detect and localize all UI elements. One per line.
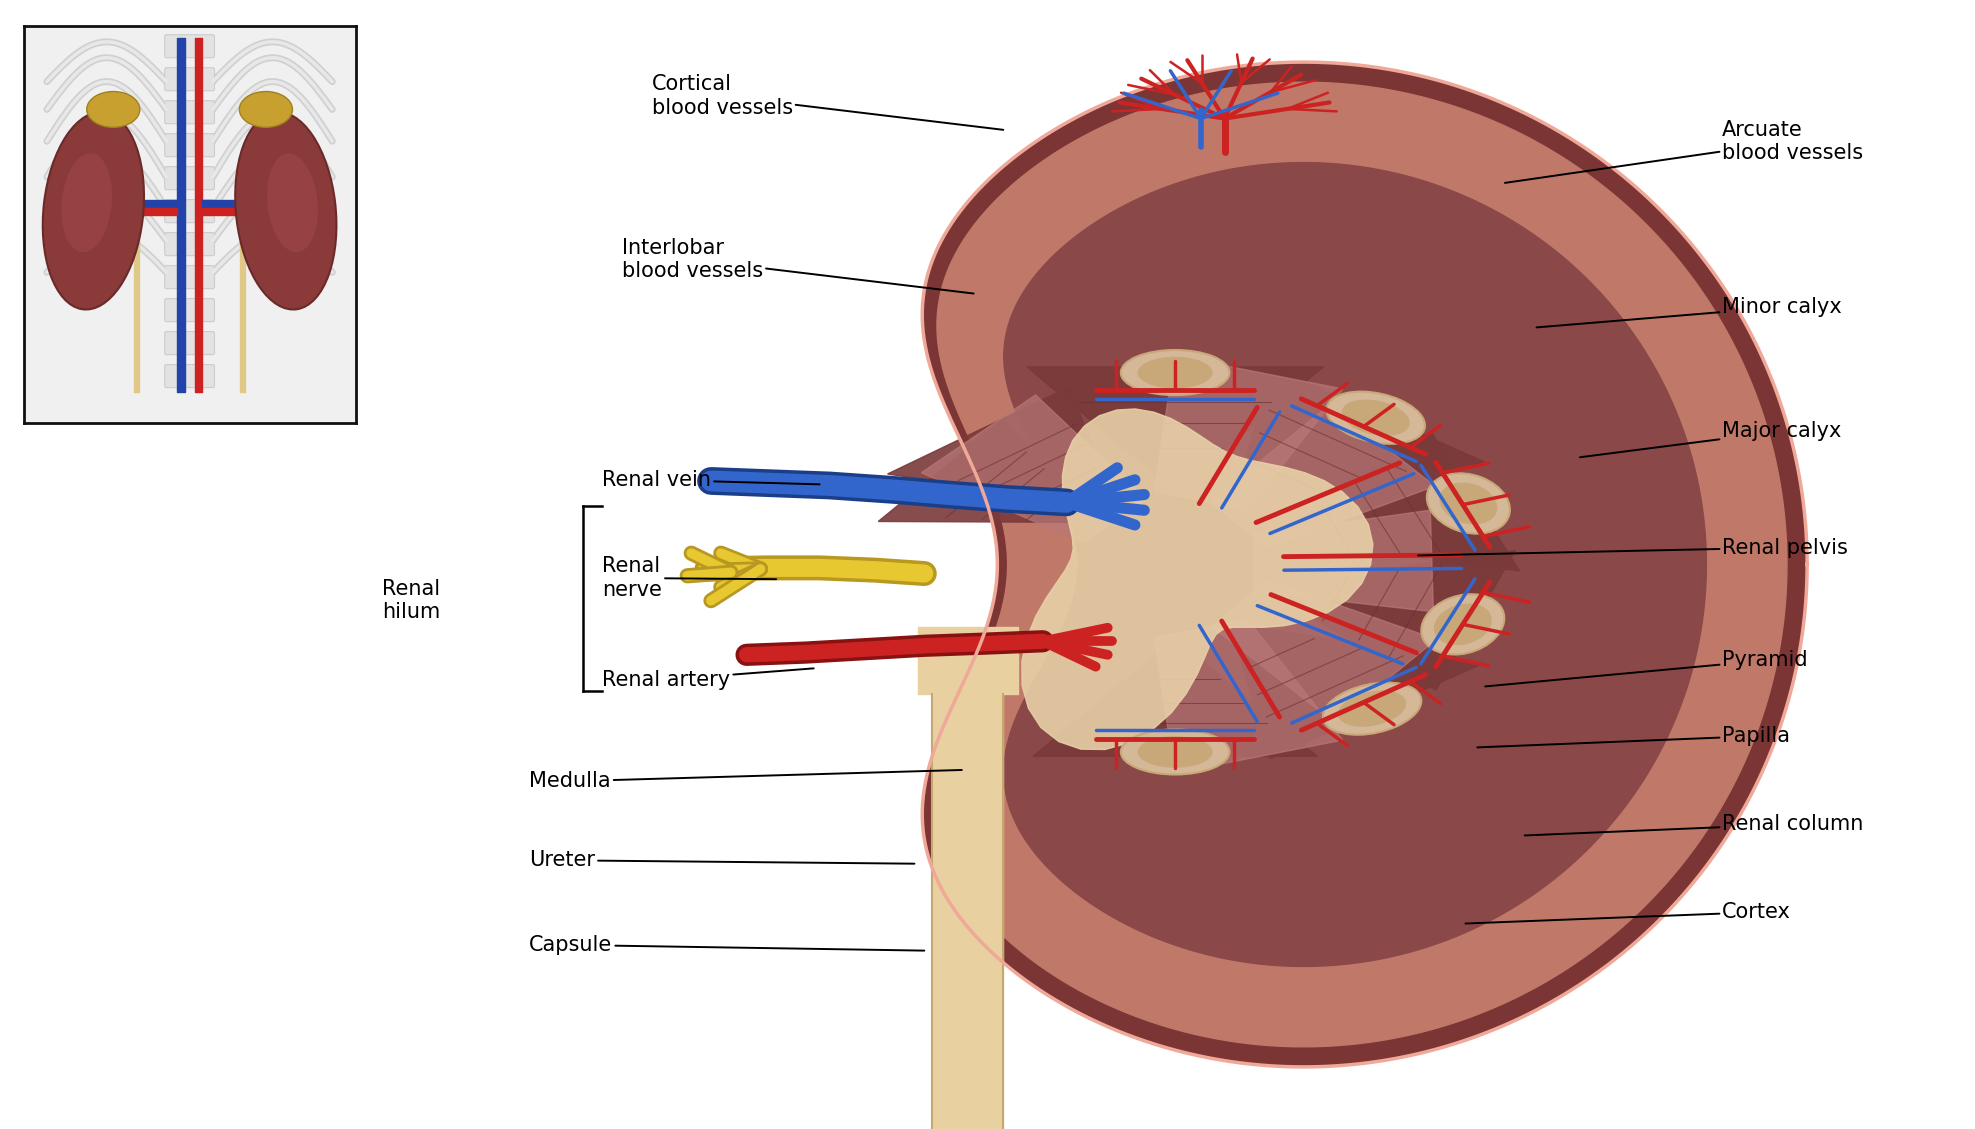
- FancyBboxPatch shape: [164, 265, 215, 289]
- Polygon shape: [1027, 367, 1323, 491]
- Ellipse shape: [1426, 473, 1509, 534]
- Ellipse shape: [239, 91, 292, 128]
- FancyBboxPatch shape: [164, 233, 215, 255]
- Polygon shape: [1260, 551, 1515, 690]
- Polygon shape: [879, 420, 1102, 523]
- Polygon shape: [936, 82, 1787, 1047]
- Ellipse shape: [1122, 350, 1228, 395]
- Text: Medulla: Medulla: [529, 770, 962, 791]
- Text: Major calyx: Major calyx: [1580, 421, 1841, 457]
- Text: Capsule: Capsule: [529, 935, 924, 955]
- Ellipse shape: [1323, 683, 1422, 735]
- Text: Renal column: Renal column: [1525, 814, 1864, 835]
- Ellipse shape: [61, 154, 113, 252]
- FancyBboxPatch shape: [164, 35, 215, 58]
- Text: Interlobar
blood vessels: Interlobar blood vessels: [622, 238, 974, 294]
- Text: Ureter: Ureter: [529, 850, 914, 870]
- FancyBboxPatch shape: [164, 167, 215, 190]
- Text: Cortex: Cortex: [1465, 902, 1791, 924]
- Ellipse shape: [267, 154, 318, 252]
- Text: Arcuate
blood vessels: Arcuate blood vessels: [1505, 120, 1862, 183]
- Ellipse shape: [1138, 357, 1213, 388]
- Ellipse shape: [235, 112, 336, 309]
- Polygon shape: [1211, 404, 1436, 548]
- Text: Renal
hilum: Renal hilum: [381, 579, 440, 622]
- Polygon shape: [1211, 580, 1436, 723]
- Ellipse shape: [1434, 604, 1491, 645]
- Ellipse shape: [87, 91, 140, 128]
- Ellipse shape: [1422, 594, 1505, 655]
- Polygon shape: [1153, 356, 1343, 509]
- Polygon shape: [1021, 409, 1373, 750]
- Text: Minor calyx: Minor calyx: [1537, 297, 1843, 327]
- Polygon shape: [1003, 163, 1706, 966]
- Ellipse shape: [1138, 736, 1213, 768]
- Ellipse shape: [43, 112, 144, 309]
- Polygon shape: [922, 62, 1807, 1067]
- Polygon shape: [1230, 368, 1485, 507]
- Polygon shape: [920, 395, 1146, 543]
- Ellipse shape: [1122, 729, 1228, 774]
- Polygon shape: [1230, 622, 1481, 759]
- Ellipse shape: [1341, 400, 1410, 436]
- Text: Renal artery: Renal artery: [602, 668, 814, 690]
- Polygon shape: [887, 387, 1118, 508]
- FancyBboxPatch shape: [164, 100, 215, 124]
- Text: Papilla: Papilla: [1477, 726, 1789, 747]
- Text: Renal
nerve: Renal nerve: [602, 557, 776, 599]
- Ellipse shape: [1327, 392, 1426, 444]
- Text: Renal vein: Renal vein: [602, 470, 820, 490]
- Polygon shape: [1258, 434, 1519, 571]
- Ellipse shape: [1337, 691, 1406, 727]
- Ellipse shape: [1440, 482, 1497, 524]
- Polygon shape: [1254, 510, 1434, 612]
- Polygon shape: [1153, 620, 1343, 773]
- FancyBboxPatch shape: [164, 133, 215, 157]
- Text: Cortical
blood vessels: Cortical blood vessels: [652, 75, 1003, 130]
- Text: Renal pelvis: Renal pelvis: [1418, 537, 1849, 558]
- Polygon shape: [1033, 638, 1317, 756]
- FancyBboxPatch shape: [164, 365, 215, 387]
- FancyBboxPatch shape: [164, 68, 215, 90]
- FancyBboxPatch shape: [164, 332, 215, 355]
- Text: Pyramid: Pyramid: [1485, 650, 1807, 686]
- FancyBboxPatch shape: [164, 298, 215, 322]
- FancyBboxPatch shape: [164, 200, 215, 222]
